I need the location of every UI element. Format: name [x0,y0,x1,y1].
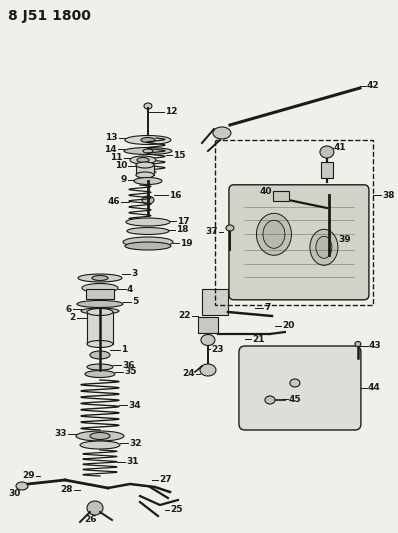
Ellipse shape [126,218,170,226]
Text: 10: 10 [115,161,127,171]
Ellipse shape [263,220,285,248]
Text: 24: 24 [182,369,195,378]
Text: 31: 31 [126,457,139,466]
Text: 12: 12 [165,108,178,117]
Ellipse shape [316,236,332,259]
Text: 23: 23 [211,344,223,353]
Text: 44: 44 [368,384,380,392]
Text: 5: 5 [132,297,138,306]
Bar [202,289,228,315]
Ellipse shape [87,364,113,370]
Text: 22: 22 [178,311,191,320]
Text: 19: 19 [180,238,193,247]
Ellipse shape [134,177,162,184]
Ellipse shape [320,146,334,158]
Text: 25: 25 [170,505,182,514]
Bar [87,312,113,344]
Ellipse shape [76,431,124,441]
Text: 17: 17 [177,216,189,225]
Ellipse shape [201,335,215,345]
Text: 8: 8 [237,287,243,296]
Ellipse shape [256,213,291,255]
Text: 8 J51 1800: 8 J51 1800 [8,9,91,23]
Ellipse shape [226,225,234,231]
Text: 45: 45 [289,394,302,403]
Text: 3: 3 [131,270,137,279]
Text: 28: 28 [60,486,73,495]
Text: 46: 46 [107,198,120,206]
Ellipse shape [265,396,275,404]
Text: 37: 37 [205,228,218,237]
Text: 18: 18 [176,225,189,235]
Text: 1: 1 [121,345,127,354]
Text: 43: 43 [369,342,382,351]
Ellipse shape [137,157,149,163]
Ellipse shape [90,351,110,359]
Ellipse shape [136,162,154,168]
Ellipse shape [123,237,173,247]
Text: 32: 32 [129,439,141,448]
Text: 33: 33 [55,430,67,439]
Ellipse shape [82,284,118,293]
Ellipse shape [213,127,231,139]
Text: 6: 6 [66,304,72,313]
Text: 21: 21 [252,335,264,343]
Ellipse shape [87,341,113,348]
Text: 14: 14 [104,144,117,154]
Ellipse shape [80,441,120,449]
Ellipse shape [90,432,110,440]
Bar [273,191,289,201]
Ellipse shape [144,103,152,109]
Text: 34: 34 [128,400,140,409]
Text: 36: 36 [122,360,135,369]
FancyBboxPatch shape [239,346,361,430]
Text: 27: 27 [159,475,172,484]
Ellipse shape [290,379,300,387]
Bar [321,162,333,178]
Text: 4: 4 [127,285,133,294]
Text: 29: 29 [22,472,35,481]
Ellipse shape [125,242,171,250]
Text: 38: 38 [382,190,394,199]
Text: 7: 7 [264,303,270,312]
Text: 35: 35 [124,367,137,376]
Text: 15: 15 [173,150,185,159]
Ellipse shape [124,148,172,155]
Ellipse shape [92,276,108,280]
Text: 2: 2 [70,313,76,322]
Text: 26: 26 [84,515,97,524]
Text: 20: 20 [282,321,294,330]
Text: 11: 11 [111,154,123,163]
Ellipse shape [77,301,123,308]
Ellipse shape [136,172,154,178]
Text: 30: 30 [9,489,21,497]
Ellipse shape [125,135,171,144]
Bar [86,289,114,299]
Ellipse shape [355,342,361,346]
Ellipse shape [200,364,216,376]
Text: 13: 13 [105,133,118,142]
Ellipse shape [16,482,28,490]
Bar [136,165,154,175]
Ellipse shape [310,229,338,265]
Ellipse shape [87,501,103,515]
Text: 9: 9 [121,175,127,184]
Ellipse shape [81,308,119,314]
Ellipse shape [85,370,115,377]
Ellipse shape [130,156,156,164]
Text: 41: 41 [334,143,347,152]
Text: 40: 40 [259,188,272,197]
Text: 39: 39 [338,236,351,245]
FancyBboxPatch shape [229,185,369,300]
Ellipse shape [87,309,113,316]
Bar [215,140,373,305]
Ellipse shape [78,274,122,282]
Ellipse shape [142,196,154,204]
Text: 16: 16 [169,190,181,199]
Text: 42: 42 [367,82,380,91]
Ellipse shape [127,228,169,235]
Ellipse shape [141,138,155,142]
Bar [198,317,218,333]
